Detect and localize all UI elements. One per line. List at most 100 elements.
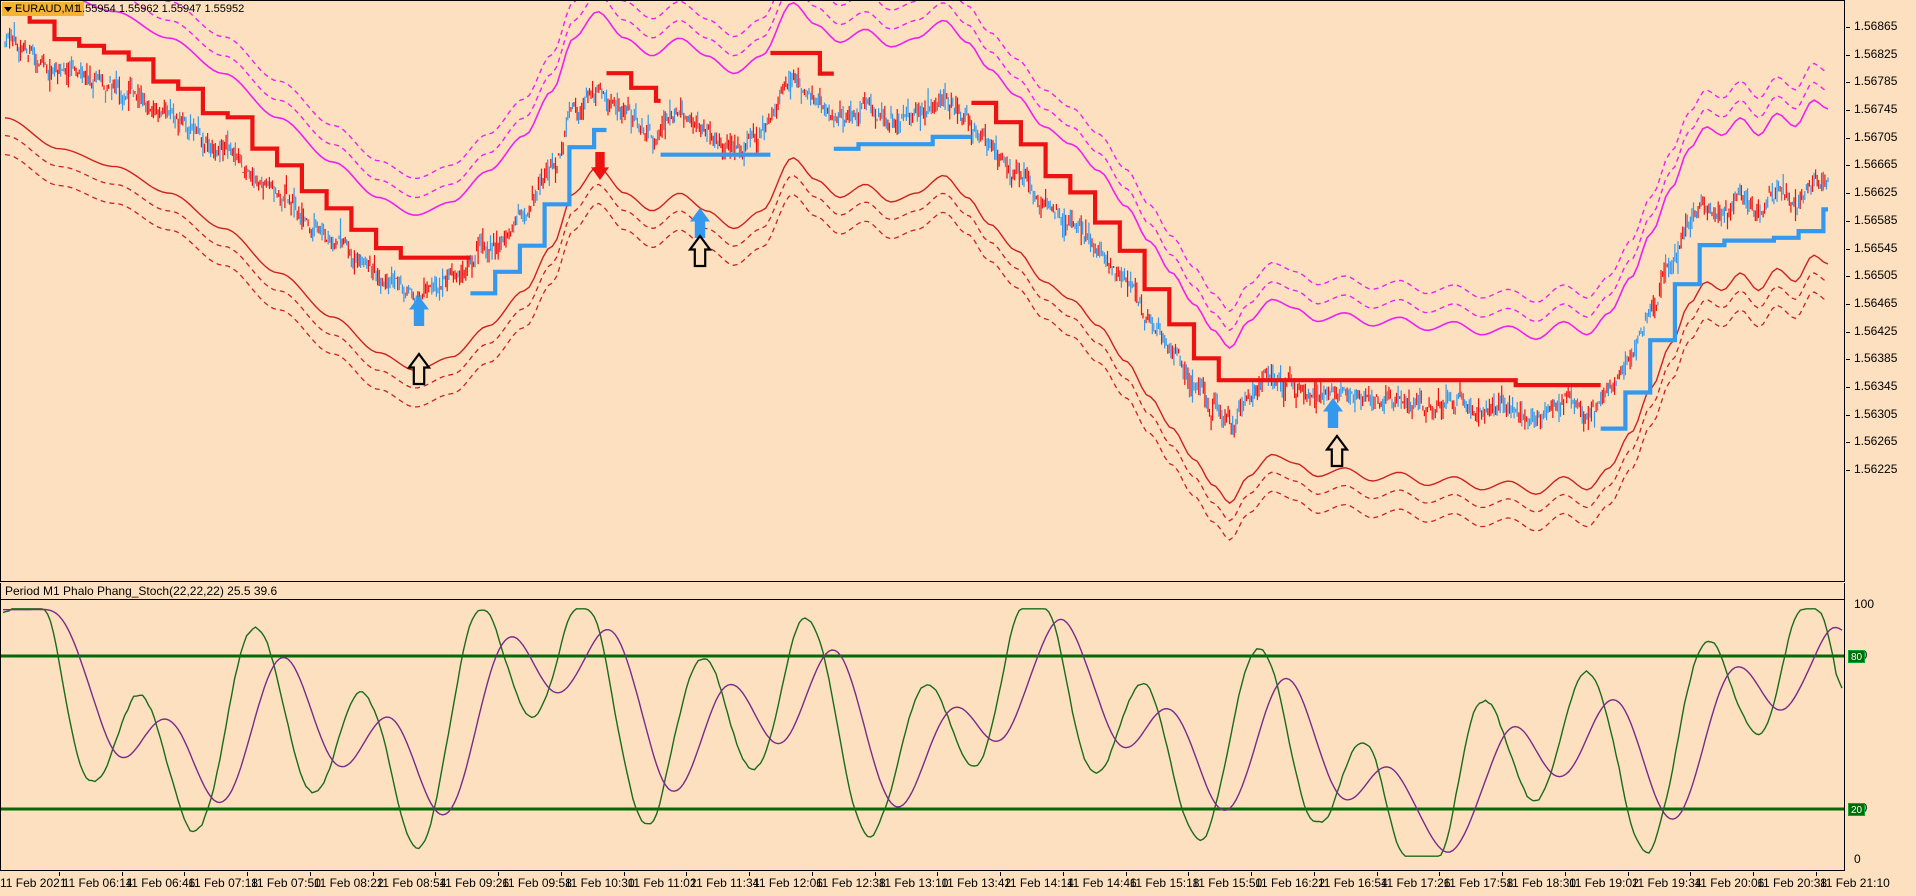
time-axis[interactable]: 11 Feb 2021 11 Feb 06:14 11 Feb 06:46 11 Fe… <box>0 872 1916 896</box>
price-tick-label: 1.56265 <box>1854 434 1898 449</box>
indicator-tick: 0 <box>1846 852 1916 866</box>
time-tick-mark <box>1439 872 1441 876</box>
price-tick-label: 1.56305 <box>1854 406 1898 421</box>
arrow-up-blue-marker <box>690 208 710 238</box>
time-tick-label: 11 Feb 06:14 <box>62 876 133 890</box>
lower-band-darkred <box>4 117 1829 541</box>
time-tick-mark <box>1502 872 1504 876</box>
time-tick-mark <box>247 872 249 876</box>
price-tick-mark <box>1846 165 1850 167</box>
price-tick-mark <box>1846 220 1850 222</box>
price-tick: 1.56545 <box>1846 241 1916 255</box>
indicator-label: Period M1 Phalo Phang_Stoch(22,22,22) 25… <box>5 584 278 598</box>
time-tick-label: 11 Feb 06:46 <box>125 876 196 890</box>
time-tick-label: 11 Feb 07:50 <box>251 876 321 890</box>
time-tick-mark <box>435 872 437 876</box>
time-tick-label: 11 Feb 15:18 <box>1129 876 1200 890</box>
time-tick-label: 11 Feb 20:06 <box>1694 876 1765 890</box>
price-tick-mark <box>1846 137 1850 139</box>
price-tick-label: 1.56585 <box>1854 212 1898 227</box>
price-tick: 1.56465 <box>1846 296 1916 310</box>
time-tick-label: 11 Feb 17:26 <box>1380 876 1451 890</box>
price-tick-mark <box>1846 331 1850 333</box>
time-tick-label: 11 Feb 17:58 <box>1443 876 1514 890</box>
price-tick-label: 1.56425 <box>1854 323 1898 338</box>
arrow-down-red-marker <box>591 152 609 180</box>
time-tick-label: 11 Feb 08:22 <box>313 876 384 890</box>
indicator-header: Period M1 Phalo Phang_Stoch(22,22,22) 25… <box>0 583 1845 600</box>
chevron-down-icon[interactable] <box>4 6 12 12</box>
time-tick-label: 11 Feb 10:30 <box>564 876 635 890</box>
time-tick-label: 11 Feb 13:42 <box>941 876 1012 890</box>
time-tick-mark <box>1376 872 1378 876</box>
symbol-tag[interactable]: EURAUD,M1 <box>2 2 84 16</box>
price-tick-mark <box>1846 276 1850 278</box>
indicator-scale[interactable]: 100 80 20 0 <box>1846 583 1916 871</box>
time-tick-mark <box>309 872 311 876</box>
time-tick-mark <box>1816 872 1817 876</box>
price-tick-label: 1.56745 <box>1854 102 1898 117</box>
indicator-tick: 100 <box>1846 597 1916 611</box>
level-badge-80[interactable]: 80 <box>1848 650 1866 663</box>
price-tick: 1.56225 <box>1846 462 1916 476</box>
time-tick-label: 11 Feb 11:02 <box>627 876 697 890</box>
price-tick-mark <box>1846 470 1850 471</box>
time-tick-mark <box>372 872 374 876</box>
arrow-up-hollow-marker <box>1324 434 1350 468</box>
price-tick-label: 1.56825 <box>1854 46 1898 61</box>
price-tick-label: 1.56505 <box>1854 268 1898 283</box>
price-tick: 1.56585 <box>1846 213 1916 227</box>
price-tick-mark <box>1846 303 1850 305</box>
price-tick-label: 1.56785 <box>1854 74 1898 89</box>
time-tick-label: 11 Feb 09:26 <box>439 876 510 890</box>
time-tick-mark <box>1564 872 1566 876</box>
price-pane[interactable]: EURAUD,M1 1.55954 1.55962 1.55947 1.5595… <box>0 0 1916 583</box>
price-tick: 1.56705 <box>1846 130 1916 144</box>
time-tick-mark <box>1062 872 1064 876</box>
time-tick-mark <box>1627 872 1629 876</box>
price-chart-svg <box>4 1 1829 541</box>
time-tick-label: 11 Feb 2021 <box>0 876 67 890</box>
price-tick-mark <box>1846 193 1850 195</box>
level-badge-20[interactable]: 20 <box>1848 803 1866 816</box>
trend-step-line <box>5 8 1828 431</box>
price-tick-mark <box>1846 442 1850 444</box>
price-tick-mark <box>1846 54 1850 56</box>
price-tick: 1.56425 <box>1846 324 1916 338</box>
time-tick-mark <box>937 872 939 876</box>
time-tick-mark <box>58 872 60 876</box>
time-tick-mark <box>1753 872 1755 876</box>
price-tick-label: 1.56665 <box>1854 157 1898 172</box>
price-tick-label: 1.56705 <box>1854 129 1898 144</box>
symbol-label: EURAUD,M1 <box>15 3 80 15</box>
indicator-pane[interactable]: Period M1 Phalo Phang_Stoch(22,22,22) 25… <box>0 583 1916 872</box>
price-tick-mark <box>1846 110 1850 112</box>
price-scale[interactable]: 1.56865 1.56825 1.56785 1.56745 1.56705 1.566… <box>1846 0 1916 582</box>
time-tick-label: 11 Feb 18:30 <box>1506 876 1577 890</box>
time-tick-mark <box>560 872 562 876</box>
price-tick-mark <box>1846 27 1850 28</box>
time-tick-mark <box>1125 872 1127 876</box>
time-tick-label: 11 Feb 19:34 <box>1631 876 1702 890</box>
time-tick-mark <box>749 872 751 876</box>
time-tick-label: 11 Feb 16:22 <box>1255 876 1326 890</box>
price-plot-area[interactable] <box>1 1 1844 579</box>
time-tick-label: 11 Feb 16:54 <box>1317 876 1388 890</box>
candlestick-series <box>4 22 1829 438</box>
price-tick: 1.56665 <box>1846 157 1916 171</box>
time-tick-mark <box>1313 872 1315 876</box>
time-tick-label: 11 Feb 12:06 <box>753 876 823 890</box>
price-tick: 1.56305 <box>1846 407 1916 421</box>
time-tick-label: 11 Feb 08:54 <box>376 876 447 890</box>
indicator-chart-svg <box>1 608 1844 857</box>
signal-arrows <box>406 152 1350 468</box>
time-tick-mark <box>874 872 876 876</box>
time-tick-label: 11 Feb 13:10 <box>878 876 949 890</box>
price-tick: 1.56385 <box>1846 351 1916 365</box>
price-tick-label: 1.56865 <box>1854 19 1898 33</box>
indicator-plot-area[interactable] <box>1 601 1844 869</box>
stoch-main-line <box>2 608 1843 857</box>
price-tick-mark <box>1846 248 1850 250</box>
time-tick-label: 11 Feb 21:10 <box>1820 876 1890 890</box>
